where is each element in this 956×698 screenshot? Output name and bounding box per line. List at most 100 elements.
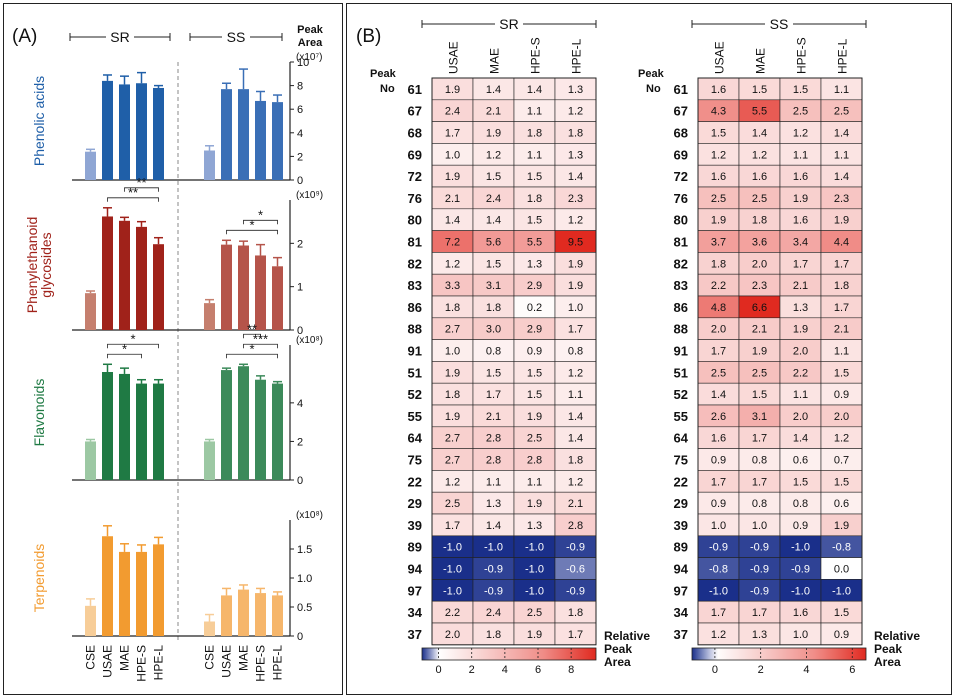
heatmap-ss-row-label: 81 xyxy=(674,235,688,250)
chart-4-ytick-label: 1.5 xyxy=(297,544,312,556)
chart-3-bar-sr-usae xyxy=(102,372,113,480)
chart-1-bar-sr-hpe-l xyxy=(153,87,164,180)
heatmap-ss-row-label: 64 xyxy=(674,431,689,446)
heatmap-sr-cell-value: 1.3 xyxy=(568,149,583,161)
heatmap-ss-cell-value: 1.4 xyxy=(752,128,767,140)
chart-4-ytick-label: 1.0 xyxy=(297,573,312,585)
heatmap-ss-cell-value: 2.2 xyxy=(711,280,726,292)
heatmap-ss-cell-value: 1.0 xyxy=(711,520,726,532)
heatmap-ss-cell-value: 1.2 xyxy=(793,128,808,140)
heatmap-ss-colorbar-tick-label: 2 xyxy=(758,664,764,676)
group-header-ss-a-label-bg xyxy=(222,28,250,46)
heatmap-sr-colorbar-tick-label: 4 xyxy=(502,664,508,676)
heatmap-sr-cell-value: 2.7 xyxy=(445,455,460,467)
heatmap-ss-cell-value: 1.6 xyxy=(711,433,726,445)
chart-3-bar-ss-usae xyxy=(221,370,232,480)
heatmap-sr-cell-value: 0.2 xyxy=(527,302,542,314)
heatmap-ss-cell-value: 1.5 xyxy=(834,476,849,488)
chart-2-sig-bracket xyxy=(243,219,278,225)
heatmap-ss-row-label: 89 xyxy=(674,540,688,555)
heatmap-sr-cell-value: 3.0 xyxy=(486,324,501,336)
heatmap-ss-cell-value: 3.6 xyxy=(752,237,767,249)
heatmap-sr-cell-value: 1.9 xyxy=(445,171,460,183)
heatmap-ss-cell-value: 1.2 xyxy=(711,149,726,161)
heatmap-ss-cell-value: 2.0 xyxy=(834,411,849,423)
heatmap-ss-row-label: 86 xyxy=(674,300,688,315)
heatmap-sr-cell-value: 1.4 xyxy=(568,433,583,445)
heatmap-ss-cell-value: 1.4 xyxy=(834,171,849,183)
heatmap-sr-cell-value: 2.1 xyxy=(486,411,501,423)
chart-1-bar-ss-hpe-s xyxy=(255,100,266,180)
heatmap-sr-cell-value: 1.1 xyxy=(527,476,542,488)
chart-2-sig-label: * xyxy=(258,207,263,222)
heatmap-ss-cell-value: 1.4 xyxy=(834,128,849,140)
heatmap-ss-border xyxy=(697,77,863,646)
chart-3-bar-ss-cse xyxy=(204,441,215,480)
chart-3-sig-bracket xyxy=(243,343,278,349)
heatmap-sr-cell-value: 2.9 xyxy=(527,324,542,336)
chart-1-bar-ss-cse xyxy=(204,150,215,180)
chart-3-sig-bracket xyxy=(226,353,278,359)
heatmap-sr-cell-value: 1.3 xyxy=(527,520,542,532)
heatmap-ss-cell-value: 5.5 xyxy=(752,106,767,118)
heatmap-sr-cell-value: 1.8 xyxy=(527,128,542,140)
x-label-4: HPE-L xyxy=(152,645,166,681)
heatmap-ss-cell-value: 1.1 xyxy=(834,346,849,358)
heatmap-sr-cell-value: 2.5 xyxy=(527,433,542,445)
heatmap-ss-row-label: 82 xyxy=(674,256,688,271)
heatmap-sr-cell-value: 2.8 xyxy=(527,455,542,467)
group-header-ss-b-label-bg xyxy=(765,15,793,33)
heatmap-ss-cell-value: 1.0 xyxy=(752,520,767,532)
heatmap-sr-row-label: 29 xyxy=(408,496,422,511)
chart-1-ytick-label: 0 xyxy=(297,175,303,187)
heatmap-sr-col-header: MAE xyxy=(488,48,502,74)
heatmap-sr-cell-value: 1.4 xyxy=(486,84,501,96)
chart-3-sig-label: ** xyxy=(247,321,257,336)
heatmap-ss-col-header: HPE-L xyxy=(836,38,850,74)
heatmap-ss-row-label: 34 xyxy=(674,605,689,620)
chart-3-sig-label: * xyxy=(122,341,127,356)
heatmap-sr-colorbar-label: Area xyxy=(604,655,631,669)
heatmap-sr-cell-value: 1.4 xyxy=(486,520,501,532)
heatmap-sr-cell-value: 2.5 xyxy=(445,498,460,510)
chart-4-bar-ss-cse xyxy=(204,621,215,636)
chart-1-bar-ss-usae xyxy=(221,89,232,180)
heatmap-ss-cell-value: 0.8 xyxy=(793,498,808,510)
heatmap-sr-row-label: 89 xyxy=(408,540,422,555)
heatmap-ss-cell-value: -0.9 xyxy=(791,564,810,576)
heatmap-sr-cell-value: 1.2 xyxy=(445,476,460,488)
heatmap-sr-cell-value: 1.9 xyxy=(527,498,542,510)
heatmap-sr-colorbar-tick-label: 2 xyxy=(469,664,475,676)
heatmap-ss-cell-value: -0.9 xyxy=(750,542,769,554)
chart-2-bar-sr-cse xyxy=(85,293,96,330)
heatmap-ss-cell-value: 1.5 xyxy=(834,607,849,619)
heatmap-ss-cell-value: 1.5 xyxy=(793,84,808,96)
heatmap-sr-cell-value: 1.8 xyxy=(445,389,460,401)
heatmap-ss-row-label: 51 xyxy=(674,365,688,380)
heatmap-sr-cell-value: 1.9 xyxy=(568,258,583,270)
heatmap-sr-cell-value: 1.1 xyxy=(486,476,501,488)
heatmap-ss-cell-value: 1.5 xyxy=(752,389,767,401)
heatmap-ss-row-label: 72 xyxy=(674,169,688,184)
heatmap-sr-row-label: 76 xyxy=(408,191,422,206)
heatmap-ss-colorbar xyxy=(691,647,867,661)
x-label-7: MAE xyxy=(237,645,251,671)
heatmap-ss-cell-value: 1.7 xyxy=(834,258,849,270)
heatmap-sr-cell-value: 0.9 xyxy=(527,346,542,358)
heatmap-ss-cell-value: 0.9 xyxy=(834,629,849,641)
heatmap-ss-row-label: 61 xyxy=(674,82,688,97)
chart-1-bar-sr-usae xyxy=(102,80,113,180)
heatmap-sr-cell-value: 3.1 xyxy=(486,280,501,292)
heatmap-sr-col-header: HPE-L xyxy=(570,38,584,74)
heatmap-sr-cell-value: 9.5 xyxy=(568,237,583,249)
panel-a xyxy=(3,3,343,695)
x-label-5: CSE xyxy=(203,645,217,670)
group-header-sr-b-label: SR xyxy=(499,16,518,32)
heatmap-sr-cell-value: 1.9 xyxy=(527,411,542,423)
heatmap-sr-cell-value: 1.4 xyxy=(486,215,501,227)
chart-2-sig-label: ** xyxy=(136,175,146,190)
heatmap-sr-cell-value: 1.2 xyxy=(568,106,583,118)
heatmap-ss-cell-value: 1.7 xyxy=(834,302,849,314)
chart-2-title: Phenylethanoid xyxy=(24,217,40,314)
heatmap-ss-cell-value: 1.9 xyxy=(793,324,808,336)
